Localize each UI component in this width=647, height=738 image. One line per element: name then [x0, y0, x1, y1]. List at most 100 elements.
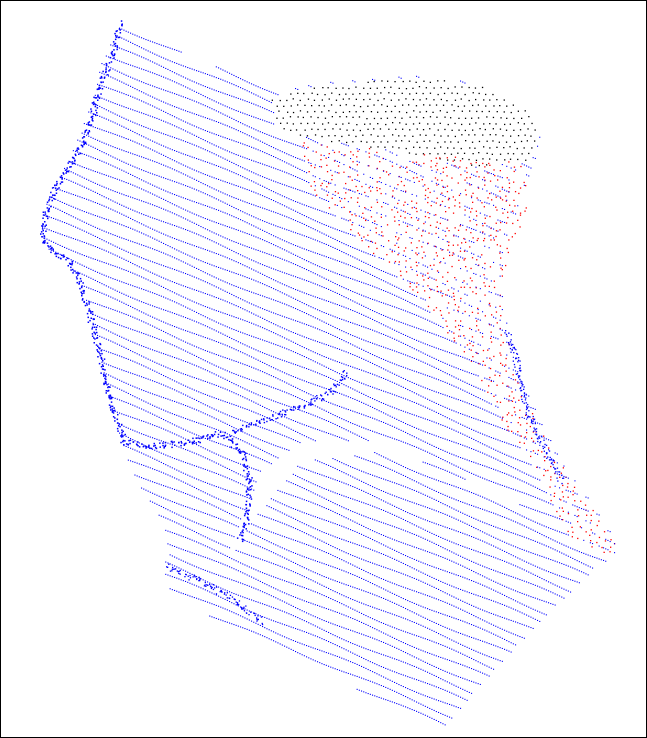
- scan-point: [253, 323, 255, 325]
- scan-point: [389, 283, 391, 285]
- scan-point: [336, 284, 338, 286]
- scan-point: [174, 225, 176, 227]
- scan-point: [328, 182, 330, 185]
- scan-point: [200, 226, 202, 228]
- scan-point: [468, 403, 470, 405]
- scan-point: [61, 210, 63, 212]
- scan-point: [506, 398, 508, 400]
- scan-point: [479, 398, 481, 400]
- scan-point: [171, 80, 173, 82]
- scan-point: [180, 119, 182, 121]
- scan-point: [156, 87, 158, 89]
- scan-point: [367, 272, 369, 274]
- scan-point: [365, 252, 367, 254]
- scan-point: [334, 171, 336, 173]
- scan-point: [306, 148, 308, 150]
- scan-point: [415, 105, 418, 107]
- scan-point: [99, 115, 101, 117]
- scan-point: [308, 294, 310, 296]
- scan-point: [458, 306, 460, 308]
- scan-point: [94, 127, 96, 129]
- scan-point: [465, 241, 467, 243]
- scan-point: [136, 123, 138, 125]
- scan-point: [399, 270, 402, 272]
- scan-point: [328, 288, 330, 290]
- scan-point: [463, 351, 465, 353]
- scan-point: [182, 164, 184, 166]
- scan-point: [499, 245, 502, 247]
- scan-point: [226, 159, 228, 161]
- scan-point: [454, 326, 457, 328]
- scan-point: [453, 341, 455, 343]
- scan-point: [288, 349, 290, 351]
- scan-point: [314, 327, 316, 329]
- scan-point: [424, 318, 426, 320]
- scan-point: [270, 199, 272, 201]
- scan-point: [136, 255, 138, 257]
- scan-point: [116, 158, 118, 160]
- scan-point: [281, 283, 283, 285]
- scan-point: [456, 92, 459, 95]
- scan-point: [268, 310, 270, 312]
- scan-point: [446, 157, 448, 159]
- scan-point: [328, 269, 330, 271]
- scan-point: [501, 164, 503, 166]
- scan-point: [394, 294, 396, 296]
- scan-point: [103, 64, 105, 66]
- scan-point: [514, 191, 517, 193]
- scan-point: [141, 223, 143, 225]
- scan-point: [83, 133, 85, 135]
- scan-point: [484, 294, 486, 296]
- scan-point: [235, 154, 237, 156]
- scan-point: [165, 90, 167, 92]
- scan-point: [458, 259, 460, 261]
- scan-point: [77, 164, 79, 166]
- scan-point: [345, 253, 347, 255]
- scan-point: [357, 232, 359, 234]
- scan-point: [116, 59, 118, 61]
- scan-point: [347, 352, 349, 354]
- scan-point: [189, 230, 191, 232]
- scan-point: [262, 119, 264, 121]
- scan-point: [86, 266, 88, 268]
- scan-point: [487, 197, 489, 199]
- scan-point: [127, 107, 129, 109]
- scan-point: [178, 171, 180, 173]
- scan-point: [347, 233, 349, 235]
- scan-point: [375, 232, 377, 234]
- scan-point: [235, 85, 237, 87]
- scan-point: [145, 269, 147, 271]
- scan-point: [145, 39, 147, 41]
- scan-point: [165, 58, 167, 60]
- scan-point: [510, 378, 512, 380]
- scan-point: [398, 252, 400, 254]
- scan-point: [424, 230, 426, 232]
- scan-point: [548, 449, 550, 451]
- scan-point: [501, 199, 504, 201]
- scan-point: [286, 294, 288, 296]
- scan-point: [352, 161, 354, 163]
- scan-point: [341, 295, 343, 297]
- scan-point: [452, 160, 454, 162]
- scan-point: [200, 147, 202, 149]
- scan-point: [312, 251, 314, 253]
- scan-point: [507, 211, 509, 213]
- scan-point: [127, 94, 129, 96]
- scan-point: [94, 147, 96, 149]
- scan-point: [233, 216, 235, 218]
- scan-point: [207, 86, 209, 88]
- scan-point: [156, 283, 158, 285]
- scan-point: [68, 160, 70, 162]
- scan-point: [152, 261, 154, 263]
- scan-point: [101, 72, 103, 74]
- scan-point: [438, 392, 440, 394]
- scan-point: [436, 290, 438, 293]
- scan-point: [119, 247, 121, 249]
- scan-point: [207, 282, 209, 284]
- scan-point: [366, 118, 368, 120]
- scan-point: [389, 292, 391, 294]
- scan-point: [453, 309, 455, 311]
- scan-point: [295, 298, 297, 300]
- scan-point: [415, 161, 418, 163]
- scan-point: [468, 359, 470, 361]
